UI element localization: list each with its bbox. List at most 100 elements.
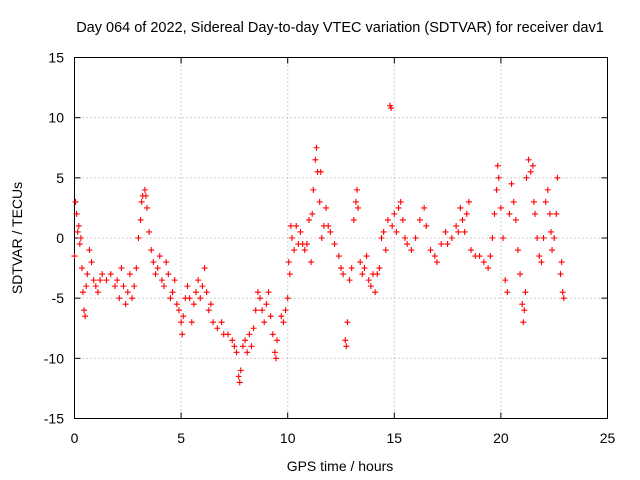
data-point xyxy=(327,228,334,235)
data-point xyxy=(74,228,81,235)
data-point xyxy=(81,307,88,314)
data-point xyxy=(521,307,528,314)
data-point xyxy=(280,319,287,326)
data-point xyxy=(412,235,419,241)
data-point xyxy=(152,271,159,278)
data-point xyxy=(135,235,142,241)
data-point xyxy=(75,222,82,229)
data-point xyxy=(250,325,257,332)
data-point xyxy=(180,313,187,320)
data-point xyxy=(282,307,289,314)
data-point xyxy=(71,253,78,260)
data-point xyxy=(116,295,123,302)
data-point xyxy=(163,259,170,266)
data-point xyxy=(143,204,150,211)
data-point xyxy=(500,235,507,241)
data-point xyxy=(237,367,244,374)
y-tick-label: 5 xyxy=(56,170,64,186)
data-point xyxy=(534,235,541,241)
data-point xyxy=(76,241,83,248)
data-point xyxy=(380,228,387,235)
data-point xyxy=(527,168,534,175)
data-point xyxy=(532,210,539,217)
chart-title: Day 064 of 2022, Sidereal Day-to-day VTE… xyxy=(76,20,604,36)
data-point xyxy=(199,283,206,290)
data-point xyxy=(497,204,504,211)
data-point xyxy=(201,265,208,272)
data-point xyxy=(271,349,278,356)
data-point xyxy=(309,210,316,217)
data-point xyxy=(142,192,149,199)
data-point xyxy=(210,319,217,326)
data-point xyxy=(179,331,186,338)
data-point xyxy=(126,271,133,278)
data-point xyxy=(242,337,249,344)
data-point xyxy=(559,289,566,296)
data-point xyxy=(175,307,182,314)
data-point xyxy=(399,216,406,223)
data-point xyxy=(197,295,204,302)
data-point xyxy=(416,216,423,223)
data-point xyxy=(313,144,320,151)
data-point xyxy=(353,186,360,193)
data-point xyxy=(184,283,191,290)
y-tick-label: 10 xyxy=(48,110,64,126)
data-point xyxy=(317,168,324,175)
data-point xyxy=(391,210,398,217)
grid-lines xyxy=(74,57,608,419)
y-tick-label: -10 xyxy=(44,350,64,366)
data-point xyxy=(203,289,210,296)
data-point xyxy=(504,289,511,296)
data-point xyxy=(94,289,101,296)
data-point xyxy=(103,277,110,284)
data-point xyxy=(146,228,153,235)
data-point xyxy=(348,265,355,272)
data-point xyxy=(165,271,172,278)
data-point xyxy=(544,186,551,193)
data-point xyxy=(259,307,266,314)
data-point xyxy=(519,301,526,308)
data-point xyxy=(86,247,93,254)
data-point xyxy=(167,295,174,302)
data-point xyxy=(343,343,350,350)
data-point xyxy=(120,283,127,290)
data-point xyxy=(308,259,315,266)
data-point xyxy=(340,271,347,278)
data-point xyxy=(457,204,464,211)
data-point xyxy=(252,307,259,314)
data-point xyxy=(448,235,455,241)
data-point xyxy=(389,222,396,229)
data-point xyxy=(325,222,332,229)
data-point xyxy=(397,198,404,205)
data-point xyxy=(459,216,466,223)
data-point xyxy=(453,222,460,229)
y-tick-label: -5 xyxy=(52,290,65,306)
data-point xyxy=(335,253,342,260)
data-point xyxy=(156,253,163,260)
x-tick-label: 15 xyxy=(387,430,403,446)
data-point xyxy=(114,277,121,284)
data-point xyxy=(395,204,402,211)
data-point xyxy=(83,283,90,290)
data-point xyxy=(404,241,411,248)
data-point xyxy=(542,198,549,205)
data-point xyxy=(88,259,95,266)
data-point xyxy=(355,204,362,211)
data-point xyxy=(502,277,509,284)
data-point xyxy=(361,265,368,272)
x-tick-labels: 0 5 10 15 20 25 xyxy=(71,430,616,446)
data-point xyxy=(288,235,295,241)
data-point xyxy=(236,379,243,386)
data-point xyxy=(239,343,246,350)
data-point xyxy=(512,216,519,223)
data-point xyxy=(124,289,131,296)
data-point xyxy=(522,289,529,296)
data-point xyxy=(401,235,408,241)
data-point xyxy=(218,319,225,326)
data-point xyxy=(133,265,140,272)
data-point xyxy=(536,253,543,260)
data-point xyxy=(468,247,475,254)
y-tick-label: -15 xyxy=(44,411,64,427)
data-point xyxy=(92,283,99,290)
data-point xyxy=(461,228,468,235)
